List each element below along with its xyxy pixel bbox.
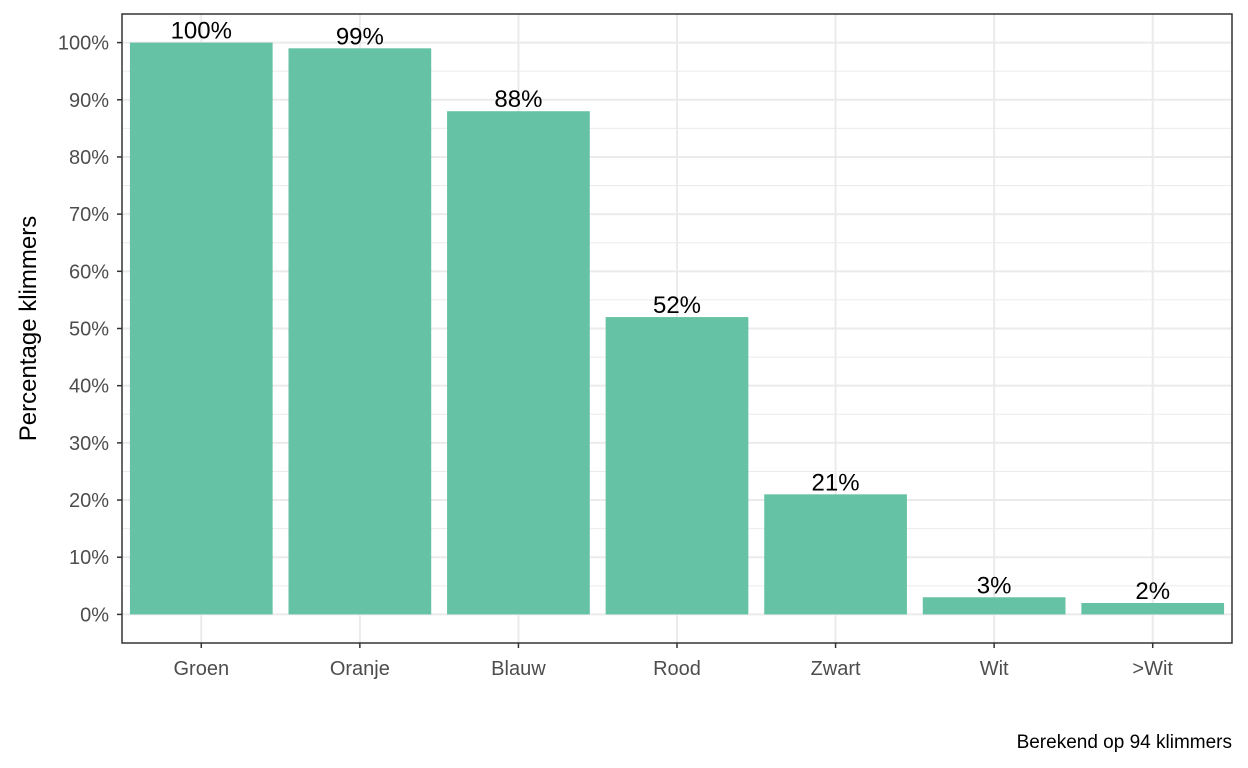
y-tick-label: 20% <box>69 490 109 512</box>
y-tick-label: 40% <box>69 376 109 398</box>
y-tick-label: 10% <box>69 547 109 569</box>
y-tick-label: 60% <box>69 261 109 283</box>
bar <box>447 111 590 615</box>
y-tick-label: 0% <box>80 604 109 626</box>
y-tick-label: 70% <box>69 204 109 226</box>
bar-value-label: 52% <box>653 292 701 319</box>
bar <box>764 494 907 615</box>
y-axis-label: Percentage klimmers <box>15 216 42 441</box>
x-tick-label: Wit <box>980 658 1009 680</box>
bar-value-label: 2% <box>1135 578 1170 605</box>
x-axis: Groen Oranje Blauw Rood Zwart Wit >Wit <box>173 643 1173 680</box>
bars <box>129 42 1225 615</box>
bar-value-label: 88% <box>494 86 542 113</box>
y-tick-label: 30% <box>69 433 109 455</box>
bar <box>922 597 1066 615</box>
bar-value-label: 21% <box>812 469 860 496</box>
y-tick-label: 100% <box>58 33 109 55</box>
bar-value-label: 100% <box>171 18 232 45</box>
bar <box>288 48 432 615</box>
data-labels: 100% 99% 88% 52% 21% 3% 2% <box>171 18 1170 605</box>
x-tick-label: Blauw <box>491 658 546 680</box>
x-tick-label: Oranje <box>330 658 390 680</box>
y-tick-label: 50% <box>69 319 109 341</box>
x-tick-label: Rood <box>653 658 701 680</box>
y-tick-label: 90% <box>69 90 109 112</box>
caption: Berekend op 94 klimmers <box>1017 732 1232 753</box>
x-tick-label: Groen <box>173 658 229 680</box>
y-tick-label: 80% <box>69 147 109 169</box>
bar-value-label: 3% <box>977 572 1012 599</box>
y-axis: 0% 10% 20% 30% 40% 50% 60% 70% 80% 90% 100% <box>58 33 122 626</box>
bar <box>1081 602 1225 615</box>
x-tick-label: >Wit <box>1132 658 1173 680</box>
bar <box>129 42 273 615</box>
bar-value-label: 99% <box>336 23 384 50</box>
x-tick-label: Zwart <box>811 658 861 680</box>
bar <box>605 317 749 615</box>
